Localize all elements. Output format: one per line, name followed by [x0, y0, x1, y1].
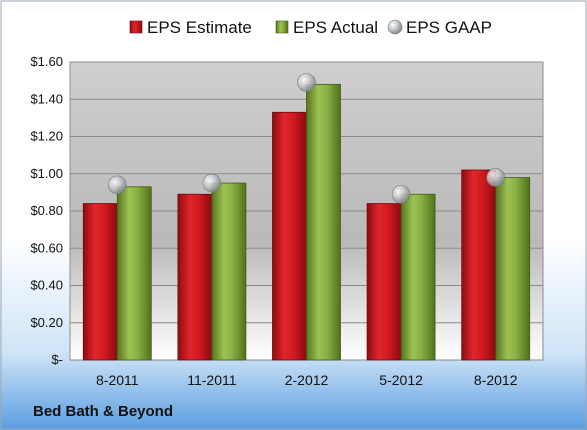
gaap-marker-8-2012: [486, 168, 506, 187]
bars: [82, 83, 531, 361]
legend-item: EPS Estimate: [129, 18, 252, 37]
legend-item: EPS GAAP: [387, 18, 492, 37]
y-tick-label: $1.60: [30, 54, 63, 69]
actual-bar-8-2012: [495, 177, 531, 361]
legend-label: EPS GAAP: [406, 18, 492, 37]
gaap-marker-5-2012: [391, 184, 411, 204]
gaap-marker-8-2011: [108, 175, 127, 195]
estimate-bar-11-2011: [177, 193, 213, 361]
y-tick-label: $1.40: [30, 91, 63, 106]
estimate-bar-2-2012: [272, 111, 307, 361]
y-tick-label: $1.00: [30, 166, 63, 181]
y-tick-label: $-: [51, 352, 63, 367]
actual-bar-11-2011: [211, 182, 247, 361]
gaap-markers: [108, 73, 506, 204]
x-category-label: 5-2012: [379, 372, 423, 388]
legend-item: EPS Actual: [275, 18, 378, 37]
x-category-label: 8-2011: [96, 372, 139, 388]
estimate-bar-8-2012: [461, 169, 497, 361]
y-tick-label: $0.40: [30, 278, 63, 293]
y-tick-label: $1.20: [30, 129, 63, 144]
actual-bar-8-2011: [116, 186, 152, 361]
legend: EPS Estimate EPS Actual EPS GAAP: [129, 18, 492, 37]
x-category-label: 11-2011: [187, 372, 237, 388]
x-category-label: 8-2012: [474, 372, 518, 388]
chart-caption: Bed Bath & Beyond: [33, 403, 173, 420]
y-axis-tick-labels: $- $0.20 $0.40 $0.60 $0.80 $1.00 $1.20 $1.40 $1.…: [30, 54, 63, 367]
x-category-label: 2-2012: [285, 372, 329, 388]
legend-swatch: [129, 20, 143, 34]
estimate-bar-8-2011: [82, 203, 118, 361]
legend-swatch: [275, 20, 289, 34]
y-tick-label: $0.20: [30, 315, 63, 330]
actual-bar-2-2012: [306, 83, 341, 361]
actual-bar-5-2012: [400, 193, 436, 361]
legend-label: EPS Estimate: [147, 18, 252, 37]
x-axis-category-labels: 8-2011 11-2011 2-2012 5-2012 8-2012: [96, 372, 518, 388]
y-tick-label: $0.80: [30, 203, 63, 218]
estimate-bar-5-2012: [366, 203, 402, 361]
legend-swatch: [387, 19, 403, 35]
gaap-marker-11-2011: [202, 173, 222, 193]
y-tick-label: $0.60: [30, 240, 63, 255]
gaap-marker-2-2012: [297, 73, 316, 92]
legend-label: EPS Actual: [293, 18, 378, 37]
